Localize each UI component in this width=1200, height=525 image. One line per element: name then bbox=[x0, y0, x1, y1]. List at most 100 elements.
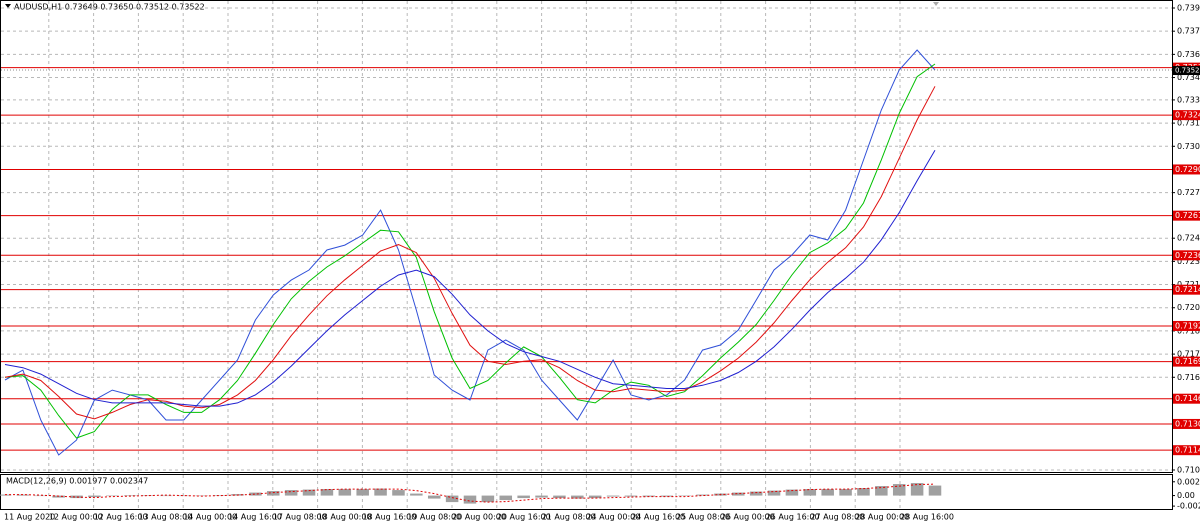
x-tick-label: 14 Aug 16:00 bbox=[228, 513, 282, 522]
macd-bar bbox=[660, 495, 673, 497]
macd-bar bbox=[857, 488, 870, 496]
macd-bar bbox=[445, 495, 459, 503]
x-tick-label: 27 Aug 08:00 bbox=[810, 513, 864, 522]
macd-bar bbox=[517, 495, 530, 499]
macd-tick-label: -0.00210 bbox=[1177, 502, 1200, 511]
y-tick-label: 0.71020 bbox=[1177, 466, 1200, 475]
level-label: 0.72148 bbox=[1175, 285, 1200, 294]
macd-bar bbox=[106, 495, 119, 497]
macd-bar bbox=[427, 495, 441, 499]
y-tick-label: 0.73910 bbox=[1177, 4, 1200, 13]
macd-bar bbox=[785, 489, 799, 496]
level-label: 0.73240 bbox=[1175, 111, 1200, 120]
macd-bar bbox=[177, 495, 191, 497]
level-label-box bbox=[1173, 110, 1200, 121]
macd-bar bbox=[839, 489, 852, 496]
x-tick-label: 24 Aug 00:00 bbox=[586, 513, 640, 522]
macd-bar bbox=[392, 490, 405, 496]
macd-bar bbox=[481, 495, 495, 503]
price-line bbox=[4, 150, 936, 407]
level-label: 0.71698 bbox=[1175, 357, 1200, 366]
x-tick-label: 25 Aug 08:00 bbox=[676, 513, 730, 522]
macd-tick-label: 0.00 bbox=[1177, 491, 1195, 500]
macd-bar bbox=[571, 495, 584, 499]
price-line bbox=[4, 49, 936, 456]
macd-bar bbox=[374, 488, 387, 496]
x-tick-label: 26 Aug 00:00 bbox=[721, 513, 775, 522]
macd-bar bbox=[141, 495, 155, 496]
y-tick-label: 0.73620 bbox=[1177, 50, 1200, 59]
y-tick-label: 0.73190 bbox=[1177, 119, 1200, 128]
macd-tick-label: 0.002754 bbox=[1177, 477, 1200, 486]
level-label: 0.72363 bbox=[1175, 251, 1200, 260]
level-label: 0.71921 bbox=[1175, 321, 1200, 330]
macd-bar bbox=[267, 491, 280, 496]
x-tick-label: 28 Aug 00:00 bbox=[855, 513, 909, 522]
macd-bar bbox=[302, 489, 316, 496]
level-label: 0.72900 bbox=[1175, 165, 1200, 174]
macd-bar bbox=[535, 495, 548, 498]
level-label-box bbox=[1173, 393, 1200, 404]
x-tick-label: 12 Aug 00:00 bbox=[49, 513, 103, 522]
x-tick-label: 26 Aug 16:00 bbox=[766, 513, 820, 522]
y-tick-label: 0.72180 bbox=[1177, 280, 1200, 289]
level-label-box bbox=[1173, 284, 1200, 295]
y-tick-label: 0.73045 bbox=[1177, 142, 1200, 151]
level-label: 0.71308 bbox=[1175, 419, 1200, 428]
y-tick-label: 0.72755 bbox=[1177, 188, 1200, 197]
x-tick-label: 24 Aug 16:00 bbox=[631, 513, 685, 522]
macd-bar bbox=[499, 495, 513, 501]
macd-bar bbox=[70, 495, 83, 499]
macd-bar bbox=[624, 495, 638, 497]
macd-bar bbox=[678, 495, 691, 497]
macd-frame bbox=[0, 474, 1173, 510]
macd-bar bbox=[88, 495, 101, 498]
macd-bar bbox=[892, 484, 906, 496]
macd-bar bbox=[875, 486, 888, 496]
macd-bar bbox=[749, 491, 763, 496]
macd-bar bbox=[159, 495, 173, 497]
y-tick-label: 0.73335 bbox=[1177, 95, 1200, 104]
macd-bar bbox=[213, 495, 226, 496]
x-tick-label: 18 Aug 16:00 bbox=[362, 513, 416, 522]
macd-bar bbox=[553, 495, 566, 499]
macd-bar bbox=[463, 495, 477, 504]
macd-bar bbox=[928, 485, 942, 496]
macd-bar bbox=[284, 490, 298, 496]
macd-bar bbox=[338, 489, 352, 496]
x-tick-label: 18 Aug 00:00 bbox=[318, 513, 372, 522]
macd-bar bbox=[34, 495, 48, 497]
main-frame bbox=[0, 0, 1173, 473]
chart-title: AUDUSD,H1 0.73649 0.73650 0.73512 0.7352… bbox=[14, 3, 205, 12]
y-tick-label: 0.72035 bbox=[1177, 303, 1200, 312]
macd-bar bbox=[410, 493, 423, 496]
current-price-box bbox=[1173, 66, 1200, 76]
level-label: 0.72611 bbox=[1175, 211, 1200, 220]
level-label-box bbox=[1173, 250, 1200, 261]
level-label-box bbox=[1173, 445, 1200, 456]
macd-bar bbox=[320, 489, 334, 496]
macd-bar bbox=[910, 483, 924, 496]
macd-bar bbox=[356, 489, 369, 496]
y-tick-label: 0.72325 bbox=[1177, 257, 1200, 266]
level-label-box bbox=[1173, 418, 1200, 429]
x-tick-label: 14 Aug 00:00 bbox=[183, 513, 237, 522]
y-tick-label: 0.73765 bbox=[1177, 27, 1200, 36]
level-label-box bbox=[1173, 356, 1200, 367]
macd-bar bbox=[123, 495, 137, 496]
macd-bar bbox=[732, 492, 745, 496]
y-tick-label: 0.71600 bbox=[1177, 373, 1200, 382]
menu-arrow[interactable] bbox=[5, 4, 11, 8]
level-label: 0.71144 bbox=[1175, 446, 1200, 455]
x-tick-label: 19 Aug 08:00 bbox=[407, 513, 461, 522]
macd-signal bbox=[5, 483, 936, 503]
macd-bar bbox=[249, 492, 262, 496]
y-tick-label: 0.71745 bbox=[1177, 350, 1200, 359]
x-tick-label: 20 Aug 00:00 bbox=[452, 513, 506, 522]
macd-bar bbox=[803, 489, 817, 496]
macd-title: MACD(12,26,9) 0.001977 0.002347 bbox=[6, 477, 148, 486]
macd-bar bbox=[588, 495, 602, 499]
y-tick-label: 0.72470 bbox=[1177, 234, 1200, 243]
price-line bbox=[4, 63, 936, 439]
